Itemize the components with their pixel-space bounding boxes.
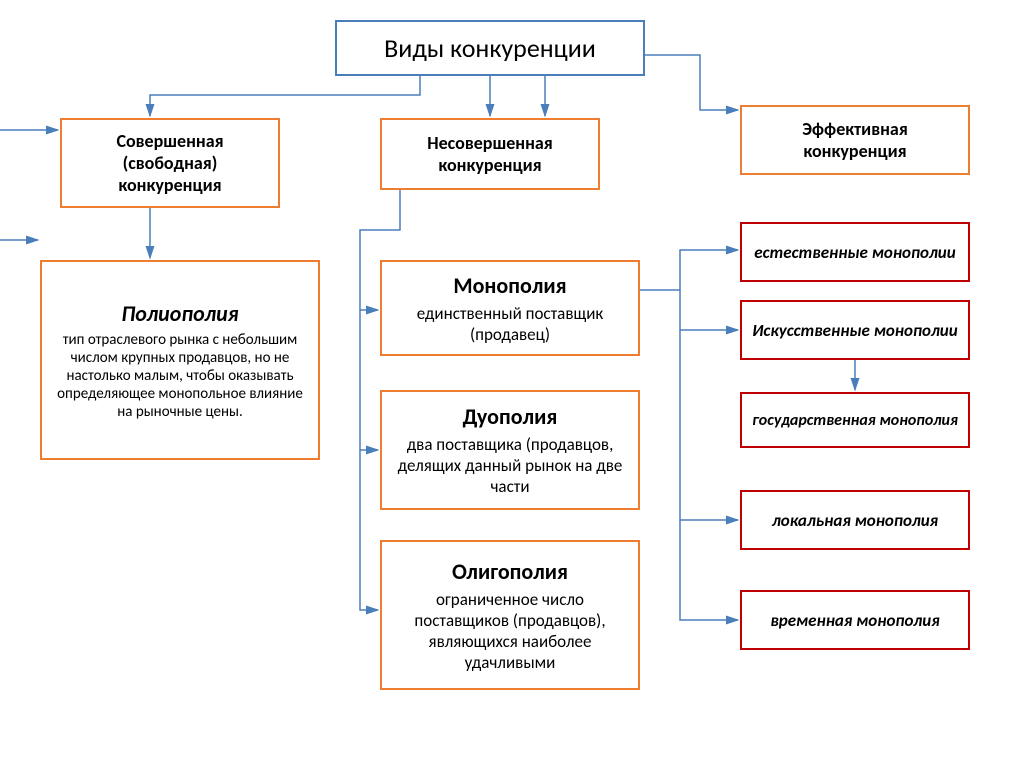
perfect-title: Совершенная (свободная) конкуренция	[70, 130, 270, 196]
natural-monopoly-box: естественные монополии	[740, 222, 970, 282]
state-title: государственная монополия	[750, 411, 960, 430]
effective-competition-box: Эффективная конкуренция	[740, 105, 970, 175]
poliopoly-box: Полиополия тип отраслевого рынка с небол…	[40, 260, 320, 460]
perfect-competition-box: Совершенная (свободная) конкуренция	[60, 118, 280, 208]
artificial-monopoly-box: Искусственные монополии	[740, 300, 970, 360]
duopoly-box: Дуополия два поставщика (продавцов, деля…	[380, 390, 640, 510]
oligopoly-box: Олигополия ограниченное число поставщико…	[380, 540, 640, 690]
monopoly-box: Монополия единственный поставщик (продав…	[380, 260, 640, 356]
local-title: локальная монополия	[750, 510, 960, 531]
imperfect-title: Несовершенная конкуренция	[390, 132, 590, 176]
poliopoly-title: Полиополия	[50, 300, 310, 327]
oligopoly-sub: ограниченное число поставщиков (продавцо…	[390, 589, 630, 673]
monopoly-sub: единственный поставщик (продавец)	[390, 303, 630, 345]
duopoly-sub: два поставщика (продавцов, делящих данны…	[390, 434, 630, 497]
monopoly-title: Монополия	[390, 272, 630, 299]
artificial-title: Искусственные монополии	[750, 320, 960, 341]
poliopoly-sub: тип отраслевого рынка с небольшим числом…	[50, 331, 310, 421]
root-box: Виды конкуренции	[335, 20, 645, 76]
state-monopoly-box: государственная монополия	[740, 392, 970, 448]
natural-title: естественные монополии	[750, 242, 960, 263]
oligopoly-title: Олигополия	[390, 558, 630, 585]
duopoly-title: Дуополия	[390, 403, 630, 430]
local-monopoly-box: локальная монополия	[740, 490, 970, 550]
effective-title: Эффективная конкуренция	[750, 118, 960, 162]
temporary-monopoly-box: временная монополия	[740, 590, 970, 650]
temporary-title: временная монополия	[750, 610, 960, 631]
root-title: Виды конкуренции	[345, 32, 635, 64]
imperfect-competition-box: Несовершенная конкуренция	[380, 118, 600, 190]
